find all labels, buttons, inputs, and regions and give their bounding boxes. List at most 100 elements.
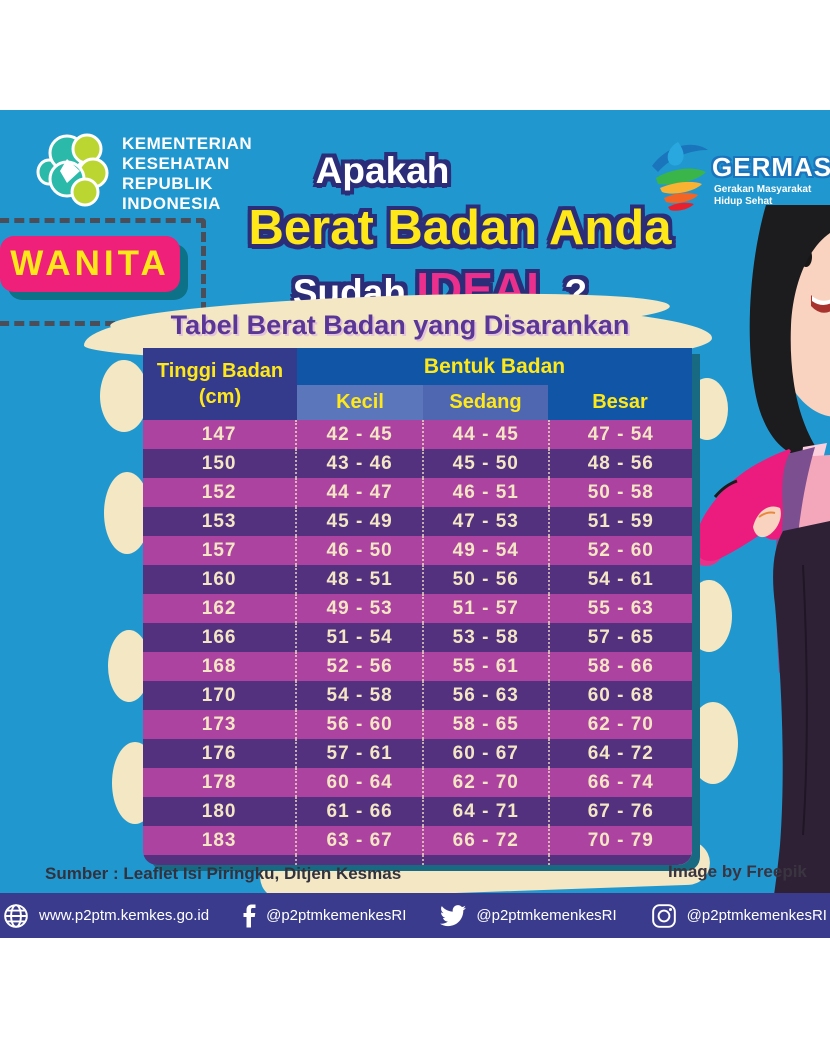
- table-cell-kecil: 49 - 53: [295, 594, 422, 623]
- image-credit: Image by Freepik: [668, 862, 807, 881]
- table-cell-besar: 64 - 72: [547, 739, 692, 768]
- table-cell-besar: 50 - 58: [547, 478, 692, 507]
- table-cell-kecil: 43 - 46: [295, 449, 422, 478]
- column-header-sedang: Sedang: [423, 385, 548, 420]
- title-line-2: Berat Badan Anda: [248, 201, 672, 255]
- footer-instagram-label: @p2ptmkemenkesRI: [686, 907, 827, 924]
- table-cell-kecil: 46 - 50: [295, 536, 422, 565]
- decor-blob: [100, 360, 148, 432]
- table-row: 183 63 - 67 66 - 72 70 - 79: [143, 826, 692, 855]
- table-cell-kecil: 48 - 51: [295, 565, 422, 594]
- table-cell-sedang: 45 - 50: [421, 449, 548, 478]
- ministry-name-line: KESEHATAN: [122, 154, 230, 173]
- ministry-name-line: REPUBLIK: [122, 174, 213, 193]
- table-row: 160 48 - 51 50 - 56 54 - 61: [143, 565, 692, 594]
- table-cell-kecil: 57 - 61: [295, 739, 422, 768]
- table-cell-sedang: 58 - 65: [421, 710, 548, 739]
- table-cell-sedang: 47 - 53: [421, 507, 548, 536]
- table-cell-height: 152: [201, 481, 237, 503]
- table-cell-height: 153: [201, 510, 237, 532]
- table-row: 162 49 - 53 51 - 57 55 - 63: [143, 594, 692, 623]
- table-cell-kecil: 42 - 45: [295, 420, 422, 449]
- table-cell-sedang: 66 - 72: [421, 826, 548, 855]
- table-cell-height: 162: [201, 597, 237, 619]
- wanita-badge: WANITA: [0, 236, 180, 292]
- table-cell-kecil: 60 - 64: [295, 768, 422, 797]
- footer-twitter-label: @p2ptmkemenkesRI: [476, 907, 617, 924]
- table-cell-besar: 57 - 65: [547, 623, 692, 652]
- table-cell-besar: 66 - 74: [547, 768, 692, 797]
- decor-blob: [104, 472, 150, 554]
- title-line-1: Apakah: [315, 150, 450, 191]
- table-cell-sedang: 51 - 57: [421, 594, 548, 623]
- table-cell-sedang: 53 - 58: [421, 623, 548, 652]
- footer-bar: www.p2ptm.kemkes.go.id @p2ptmkemenkesRI …: [0, 893, 830, 938]
- table-cell-kecil: 54 - 58: [295, 681, 422, 710]
- table-cell-height: 170: [201, 684, 237, 706]
- table-cell-sedang: 50 - 56: [421, 565, 548, 594]
- column-header-height: Tinggi Badan (cm): [143, 348, 297, 420]
- footer-website: www.p2ptm.kemkes.go.id: [3, 903, 209, 929]
- column-header-height-line1: Tinggi Badan: [156, 360, 284, 382]
- table-cell-sedang: 64 - 71: [421, 797, 548, 826]
- source-note: Sumber : Leaflet Isi Piringku, Ditjen Ke…: [45, 864, 402, 883]
- table-row: 153 45 - 49 47 - 53 51 - 59: [143, 507, 692, 536]
- column-header-group: Bentuk Badan: [297, 348, 692, 385]
- ministry-name-line: INDONESIA: [122, 194, 221, 213]
- germas-logo: GERMAS Gerakan Masyarakat Hidup Sehat: [648, 134, 830, 224]
- table-cell-besar: 51 - 59: [547, 507, 692, 536]
- table-row: 178 60 - 64 62 - 70 66 - 74: [143, 768, 692, 797]
- table-cell-kecil: 51 - 54: [295, 623, 422, 652]
- table-row: 147 42 - 45 44 - 45 47 - 54: [143, 420, 692, 449]
- table-header: Tinggi Badan (cm) Bentuk Badan Kecil Sed…: [143, 348, 692, 420]
- column-header-height-line2: (cm): [198, 386, 242, 408]
- table-cell-besar: 67 - 76: [547, 797, 692, 826]
- table-cell-sedang: 44 - 45: [421, 420, 548, 449]
- germas-tagline: Gerakan Masyarakat Hidup Sehat: [714, 184, 811, 208]
- table-heading: Tabel Berat Badan yang Disarankan: [170, 310, 630, 340]
- table-cell-height: 160: [201, 568, 237, 590]
- table-row: 150 43 - 46 45 - 50 48 - 56: [143, 449, 692, 478]
- table-row: 173 56 - 60 58 - 65 62 - 70: [143, 710, 692, 739]
- table-cell-besar: 58 - 66: [547, 652, 692, 681]
- table-cell-height: 157: [201, 539, 237, 561]
- table-cell-sedang: 46 - 51: [421, 478, 548, 507]
- footer-twitter: @p2ptmkemenkesRI: [440, 904, 617, 927]
- table-cell-besar: 52 - 60: [547, 536, 692, 565]
- woman-hand: [753, 506, 781, 538]
- germas-figure-icon: [652, 142, 708, 211]
- poster-background: KEMENTERIAN KESEHATAN REPUBLIK INDONESIA…: [0, 110, 830, 938]
- table-cell-height: 150: [201, 452, 237, 474]
- woman-illustration: [695, 205, 830, 895]
- kemenkes-logo-icon: [36, 133, 109, 207]
- table-row: 180 61 - 66 64 - 71 67 - 76: [143, 797, 692, 826]
- table-cell-kecil: 56 - 60: [295, 710, 422, 739]
- weight-table: Tinggi Badan (cm) Bentuk Badan Kecil Sed…: [143, 348, 692, 865]
- globe-icon: [4, 903, 28, 928]
- table-cell-height: 183: [201, 829, 237, 851]
- table-cell-besar: 62 - 70: [547, 710, 692, 739]
- germas-name: GERMAS: [712, 152, 830, 182]
- footer-facebook-label: @p2ptmkemenkesRI: [266, 907, 407, 924]
- column-header-kecil: Kecil: [297, 385, 423, 420]
- column-header-besar: Besar: [548, 385, 692, 420]
- table-row: 168 52 - 56 55 - 61 58 - 66: [143, 652, 692, 681]
- twitter-icon: [440, 904, 467, 926]
- table-cell-height: 168: [201, 655, 237, 677]
- table-cell-kecil: 52 - 56: [295, 652, 422, 681]
- table-cell-height: 147: [201, 423, 237, 445]
- table-cell-kecil: 45 - 49: [295, 507, 422, 536]
- table-cell-sedang: 55 - 61: [421, 652, 548, 681]
- table-row: 166 51 - 54 53 - 58 57 - 65: [143, 623, 692, 652]
- table-cell-sedang: 49 - 54: [421, 536, 548, 565]
- germas-tagline-line: Gerakan Masyarakat: [714, 184, 812, 195]
- table-cell-sedang: 62 - 70: [421, 768, 548, 797]
- table-cell-sedang: 56 - 63: [421, 681, 548, 710]
- table-cell-kecil: 63 - 67: [295, 826, 422, 855]
- table-cell-height: 178: [201, 771, 237, 793]
- table-cell-height: 176: [201, 742, 237, 764]
- table-cell-kecil: 44 - 47: [295, 478, 422, 507]
- table-cell-besar: 70 - 79: [547, 826, 692, 855]
- germas-tagline-line: Hidup Sehat: [714, 196, 773, 207]
- footer-website-label: www.p2ptm.kemkes.go.id: [39, 907, 210, 924]
